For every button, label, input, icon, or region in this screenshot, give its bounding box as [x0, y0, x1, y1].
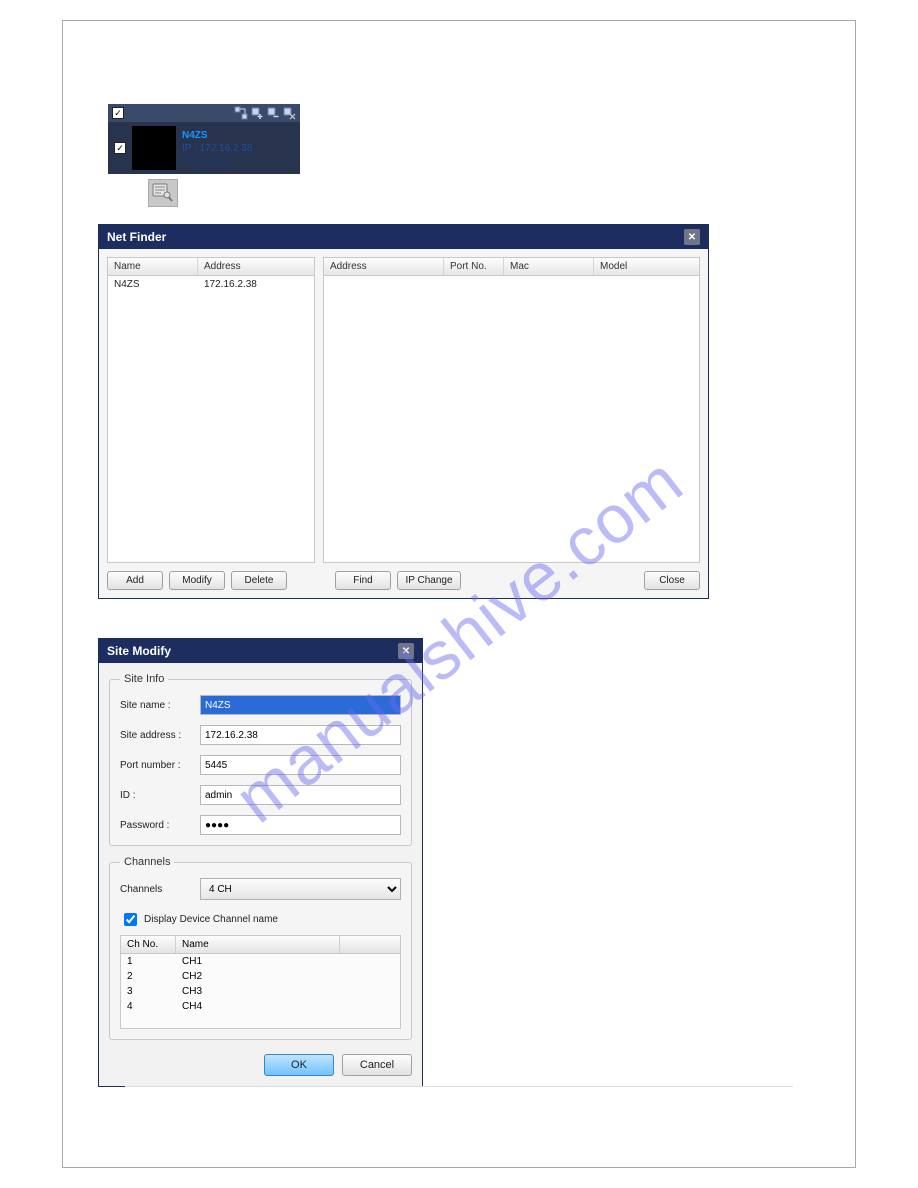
close-icon[interactable]: ✕	[398, 643, 414, 659]
channels-group: Channels Channels 4 CH Display Device Ch…	[109, 856, 412, 1040]
id-input[interactable]	[200, 785, 401, 805]
site-row[interactable]: N4ZS 172.16.2.38	[108, 276, 314, 293]
site-info-group: Site Info Site name : Site address : Por…	[109, 673, 412, 846]
site-name-input[interactable]	[200, 695, 401, 715]
site-modify-dialog: Site Modify ✕ Site Info Site name : Site…	[98, 638, 423, 1087]
cancel-button[interactable]: Cancel	[342, 1054, 412, 1076]
port-input[interactable]	[200, 755, 401, 775]
device-status: Connected	[182, 155, 252, 168]
channel-row[interactable]: 1 CH1	[121, 954, 400, 969]
channel-row[interactable]: 4 CH4	[121, 999, 400, 1028]
select-all-checkbox[interactable]: ✓	[112, 107, 124, 119]
found-devices-pane: Address Port No. Mac Model	[323, 257, 700, 563]
close-button[interactable]: Close	[644, 571, 700, 590]
add-device-icon[interactable]	[250, 106, 264, 120]
site-address-input[interactable]	[200, 725, 401, 745]
port-label: Port number :	[120, 760, 200, 771]
col-address: Address	[324, 258, 444, 275]
open-netfinder-button[interactable]	[148, 179, 178, 207]
col-address: Address	[198, 258, 314, 275]
col-ch-no: Ch No.	[121, 936, 176, 953]
device-thumbnail	[132, 126, 176, 170]
password-label: Password :	[120, 820, 200, 831]
modify-button[interactable]: Modify	[169, 571, 225, 590]
add-button[interactable]: Add	[107, 571, 163, 590]
id-label: ID :	[120, 790, 200, 801]
device-list-header: ✓	[108, 104, 300, 122]
manual-page: ✓ ✓ N4ZS IP : 172.16.2.38 Connected Net …	[62, 20, 856, 1168]
channel-row[interactable]: 2 CH2	[121, 969, 400, 984]
site-row-address: 172.16.2.38	[198, 276, 263, 293]
netfinder-window: Net Finder ✕ Name Address N4ZS 172.16.2.…	[98, 224, 709, 599]
col-ch-name: Name	[176, 936, 340, 953]
ipchange-button[interactable]: IP Change	[397, 571, 461, 590]
delete-button[interactable]: Delete	[231, 571, 287, 590]
display-channel-name-label: Display Device Channel name	[144, 914, 278, 925]
site-row-name: N4ZS	[108, 276, 198, 293]
col-port: Port No.	[444, 258, 504, 275]
col-name: Name	[108, 258, 198, 275]
channels-legend: Channels	[120, 856, 174, 868]
ok-button[interactable]: OK	[264, 1054, 334, 1076]
netfinder-title: Net Finder	[107, 230, 166, 244]
page-footer-divider	[125, 1086, 793, 1087]
find-button[interactable]: Find	[335, 571, 391, 590]
site-info-legend: Site Info	[120, 673, 168, 685]
channels-select[interactable]: 4 CH	[200, 878, 401, 900]
netfinder-titlebar: Net Finder ✕	[99, 225, 708, 249]
remove-device-icon[interactable]	[266, 106, 280, 120]
channel-row[interactable]: 3 CH3	[121, 984, 400, 999]
device-name: N4ZS	[182, 129, 252, 142]
password-input[interactable]	[200, 815, 401, 835]
device-ip: IP : 172.16.2.38	[182, 142, 252, 155]
delete-device-icon[interactable]	[282, 106, 296, 120]
col-mac: Mac	[504, 258, 594, 275]
col-model: Model	[594, 258, 699, 275]
device-list-strip: ✓ ✓ N4ZS IP : 172.16.2.38 Connected	[108, 104, 300, 174]
site-modify-titlebar: Site Modify ✕	[99, 639, 422, 663]
channels-label: Channels	[120, 884, 200, 895]
site-name-label: Site name :	[120, 700, 200, 711]
device-row[interactable]: ✓ N4ZS IP : 172.16.2.38 Connected	[108, 122, 300, 174]
device-info: N4ZS IP : 172.16.2.38 Connected	[182, 129, 252, 168]
site-address-label: Site address :	[120, 730, 200, 741]
site-modify-title: Site Modify	[107, 644, 171, 658]
close-icon[interactable]: ✕	[684, 229, 700, 245]
connect-icon[interactable]	[234, 106, 248, 120]
display-channel-name-checkbox[interactable]	[124, 913, 137, 926]
saved-sites-pane: Name Address N4ZS 172.16.2.38	[107, 257, 315, 563]
channel-table: Ch No. Name 1 CH1 2 CH2 3 CH3	[120, 935, 401, 1029]
device-checkbox[interactable]: ✓	[114, 142, 126, 154]
